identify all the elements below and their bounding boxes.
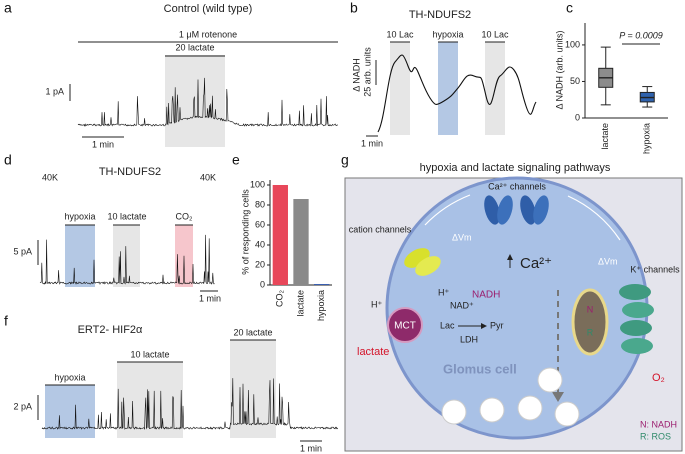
panel-title: hypoxia and lactate signaling pathways (420, 162, 611, 174)
y-tick-label: 80 (255, 199, 265, 209)
trace-line (41, 378, 339, 431)
scale-label: 1 pA (45, 86, 64, 96)
nadh-trace (377, 54, 537, 133)
trace (39, 234, 215, 285)
panel-title: Control (wild type) (164, 3, 253, 15)
stimulus-label: 10 lactate (107, 211, 146, 221)
stimulus-label: 10 Lac (386, 29, 414, 39)
stimulus-label: 20 lactate (233, 327, 272, 337)
panel-label: d (4, 152, 12, 168)
y-tick-label: 100 (565, 39, 580, 49)
stimulus-label: hypoxia (54, 372, 85, 382)
x-tick-label: CO₂ (275, 290, 285, 308)
panel-label: f (4, 313, 8, 329)
diagram-label: Ca²⁺ channels (488, 181, 546, 191)
diagram-label: R (587, 327, 594, 337)
x-tick-label: hypoxia (642, 123, 652, 154)
panel-title: ERT2- HIF2α (78, 324, 143, 336)
panel-title: TH-NDUFS2 (99, 166, 161, 178)
stimulus-label: 10 Lac (481, 29, 509, 39)
panel-label: c (566, 0, 573, 16)
panel-label: g (341, 152, 349, 168)
diagram-label: H⁺ (371, 299, 382, 309)
scale-label: 2 pA (13, 401, 32, 411)
diagram-label: LDH (460, 334, 478, 344)
diagram-label: Lac (440, 320, 455, 330)
y-tick-label: 50 (570, 76, 580, 86)
y-label: % of responding cells (240, 189, 250, 275)
stimulus-label: 20 lactate (175, 42, 214, 52)
stimulus-region (165, 55, 225, 147)
x-tick-label: lactate (295, 290, 305, 317)
panel-label: b (350, 0, 358, 16)
trace-line (77, 77, 338, 127)
stimulus-label: hypoxia (432, 29, 463, 39)
diagram-label: MCT (394, 321, 416, 332)
diagram-label: Pyr (490, 320, 504, 330)
bar (314, 284, 330, 285)
p-value: P = 0.0009 (619, 30, 662, 40)
cell (385, 176, 649, 440)
bar (293, 199, 309, 285)
x-tick-label: hypoxia (316, 290, 326, 321)
y-tick-label: 60 (255, 219, 265, 229)
stimulus-label: hypoxia (64, 211, 95, 221)
diagram-label: ΔVm (452, 232, 472, 242)
y-label: Δ NADH (arb. units) (554, 30, 564, 109)
scale-label: 5 pA (13, 246, 32, 256)
diagram-label: H⁺ (438, 287, 449, 297)
trace-line (39, 234, 215, 285)
legend-entry: N: NADH (640, 419, 677, 429)
panel-label: a (4, 0, 12, 16)
stimulus-region (438, 42, 458, 135)
scale-label: 1 min (361, 138, 383, 148)
y-tick-label: 0 (260, 279, 265, 289)
panel-label: e (232, 152, 240, 168)
bar (272, 185, 288, 285)
diagram-label: lactate (357, 346, 389, 358)
diagram-label: N (587, 304, 594, 314)
diagram-label: Ca²⁺ (520, 255, 552, 272)
scale-label: 1 min (92, 139, 114, 149)
panel-title: TH-NDUFS2 (409, 9, 471, 21)
diagram-label: Glomus cell (443, 361, 517, 376)
diagram-label: NADH (472, 290, 500, 301)
y-label: Δ NADH (351, 58, 361, 92)
diagram-label: O₂ (652, 372, 665, 384)
stimulus-region (390, 42, 410, 135)
diagram-label: NAD⁺ (450, 300, 474, 310)
diagram-label: K⁺ channels (630, 264, 680, 274)
scale-label: 25 arb. units (362, 47, 372, 97)
y-tick-label: 0 (575, 112, 580, 122)
stimulus-label: 40K (200, 172, 216, 182)
y-tick-label: 100 (250, 179, 265, 189)
stimulus-label: CO₂ (176, 211, 194, 221)
treatment-label: 1 μM rotenone (179, 29, 237, 39)
x-tick-label: lactate (600, 123, 610, 150)
y-tick-label: 40 (255, 239, 265, 249)
stimulus-label: 10 lactate (130, 349, 169, 359)
stimulus-label: 40K (42, 172, 58, 182)
y-tick-label: 20 (255, 259, 265, 269)
diagram-label: cation channels (349, 224, 412, 234)
trace (77, 77, 338, 127)
legend-entry: R: ROS (640, 431, 671, 441)
trace (41, 378, 339, 431)
scale-label: 1 min (300, 443, 322, 453)
scale-label: 1 min (199, 293, 221, 303)
diagram-label: ΔVm (598, 256, 618, 266)
